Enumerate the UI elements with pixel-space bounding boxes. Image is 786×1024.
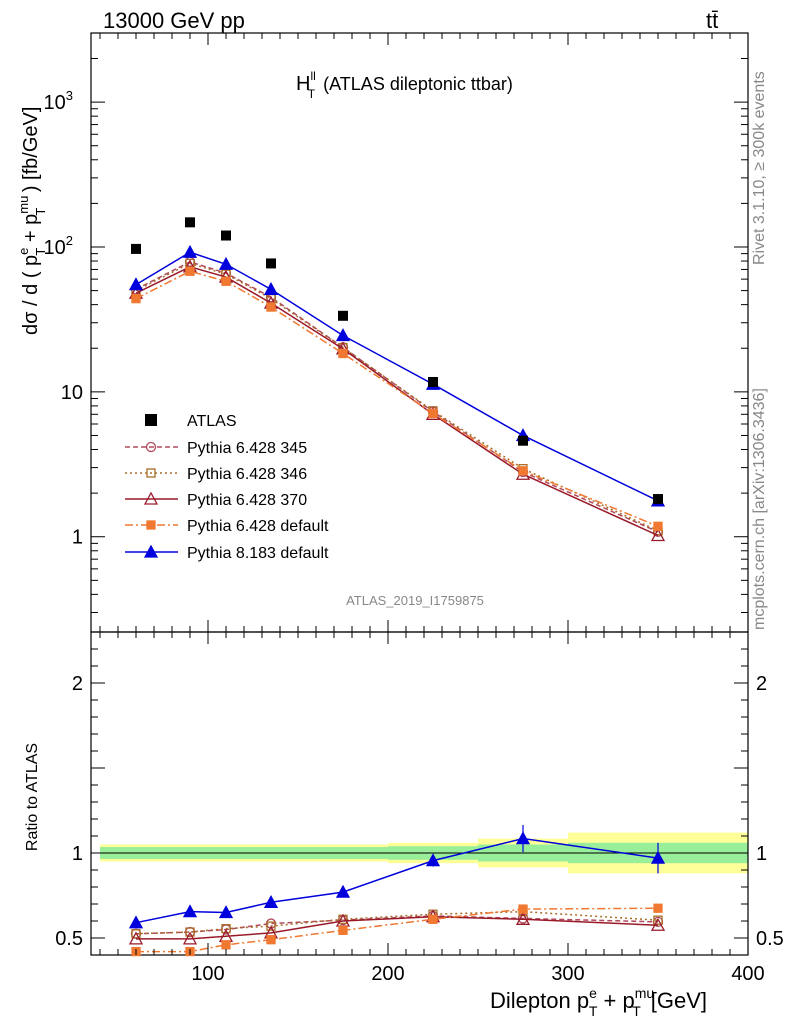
data-point	[266, 258, 276, 269]
data-point	[182, 244, 198, 258]
ratio-series-pythia-6-428-345	[130, 910, 664, 939]
data-point	[221, 230, 231, 241]
series-line	[135, 837, 659, 924]
ratio-y-tick-label: 0.5	[55, 928, 83, 950]
legend: ATLAS Pythia 6.428 345 Pythia 6.428 346 …	[125, 413, 329, 562]
y-tick-label: 103	[44, 88, 73, 114]
series-line	[135, 265, 659, 537]
series-pythia-6-428-default	[131, 266, 663, 531]
series-line	[135, 261, 659, 533]
data-point	[653, 494, 663, 505]
data-point	[185, 217, 195, 228]
data-point	[221, 940, 231, 950]
data-point	[518, 466, 528, 476]
legend-series: Pythia 8.183 default	[187, 545, 329, 562]
data-point	[128, 915, 144, 929]
data-point	[428, 408, 438, 419]
data-point	[338, 348, 348, 359]
ratio-y-tick-label: 1	[756, 843, 767, 865]
data-point	[146, 468, 156, 478]
main-plot	[90, 32, 749, 633]
legend-series: Pythia 6.428 345	[187, 440, 307, 457]
legend-series: Pythia 6.428 346	[187, 466, 307, 483]
ratio-plot	[90, 631, 749, 957]
y-tick-label: 102	[44, 233, 73, 259]
data-point	[143, 491, 159, 505]
y-axis-label: dσ / d ( pe T + pmu T ) [fb/GeV]	[16, 107, 48, 335]
legend-series: Pythia 6.428 default	[187, 518, 329, 535]
series-line	[135, 910, 659, 935]
analysis-id: ATLAS_2019_I1759875	[346, 593, 484, 608]
data-point	[428, 914, 438, 924]
data-point	[218, 256, 234, 270]
data-point	[266, 935, 276, 945]
x-axis-label: Dilepton pe T + pmu T [GeV]	[490, 985, 707, 1019]
series-line	[135, 262, 659, 532]
data-point	[335, 884, 351, 898]
rivet-label: Rivet 3.1.10, ≥ 300k events	[751, 71, 768, 265]
data-point	[143, 544, 159, 558]
data-point	[131, 929, 141, 939]
data-point	[218, 905, 234, 919]
series-line	[135, 270, 659, 528]
ratio-y-tick-label: 1	[72, 843, 83, 865]
energy-label: 13000 GeV pp	[103, 8, 245, 33]
mcplots-label: mcplots.cern.ch [arXiv:1306.3436]	[751, 388, 768, 630]
data-point	[146, 520, 156, 530]
ratio-y-tick-label: 2	[756, 673, 767, 695]
data-point	[518, 904, 528, 914]
x-tick-label: 200	[371, 963, 404, 985]
data-point	[335, 328, 351, 342]
data-point	[653, 903, 663, 913]
legend-series: Pythia 6.428 370	[187, 492, 307, 509]
data-point	[131, 293, 141, 304]
data-point	[185, 927, 195, 937]
ratio-frame	[90, 631, 749, 956]
data-point	[650, 917, 666, 931]
data-point	[263, 282, 279, 296]
ratio-y-tick-label: 0.5	[756, 928, 784, 950]
data-point	[338, 310, 348, 321]
x-tick-label: 400	[731, 963, 764, 985]
legend-atlas: ATLAS	[187, 413, 237, 430]
data-point	[266, 302, 276, 312]
data-point	[128, 931, 144, 945]
y-tick-label: 10	[61, 382, 83, 404]
plot-title: Hll T (ATLAS dileptonic ttbar)	[296, 69, 513, 101]
data-point	[428, 376, 438, 387]
data-point	[650, 528, 666, 542]
y-tick-label: 1	[72, 527, 83, 549]
legend-marker	[145, 414, 157, 426]
data-point	[128, 277, 144, 291]
data-point	[131, 243, 141, 254]
data-point	[338, 925, 348, 935]
process-label: tt̄	[706, 8, 718, 33]
data-point	[263, 894, 279, 908]
ratio-series-pythia-8-183-default	[128, 824, 666, 929]
data-point	[653, 521, 663, 531]
ratio-y-tick-label: 2	[72, 673, 83, 695]
ratio-y-axis-label: Ratio to ATLAS	[24, 743, 41, 851]
data-point	[182, 904, 198, 918]
data-point	[518, 435, 528, 446]
data-point	[266, 921, 276, 931]
data-point	[182, 931, 198, 945]
x-tick-label: 300	[551, 963, 584, 985]
series-line	[136, 907, 659, 953]
data-point	[650, 850, 666, 864]
data-point	[653, 915, 663, 925]
data-point	[425, 853, 441, 867]
main-frame	[90, 32, 749, 633]
data-point	[221, 276, 231, 286]
data-point	[515, 831, 531, 845]
series-line	[135, 251, 659, 502]
series-line	[136, 915, 659, 940]
series-atlas	[131, 217, 663, 505]
x-tick-label: 100	[191, 963, 224, 985]
data-point	[145, 441, 157, 453]
data-point	[185, 266, 195, 276]
data-point	[515, 911, 531, 925]
data-point	[221, 924, 231, 934]
